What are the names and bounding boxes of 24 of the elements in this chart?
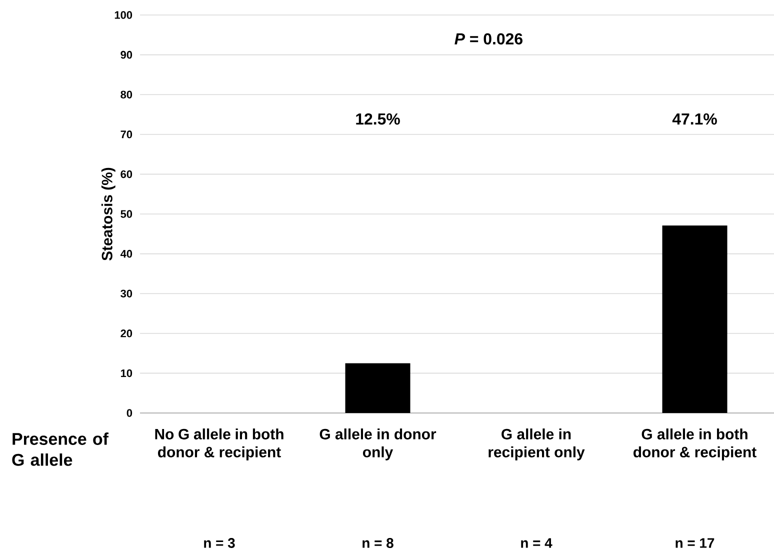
x-tick-label: G allele in recipient only — [488, 428, 585, 460]
y-tick-label: 20 — [120, 330, 132, 338]
annotation: 47.1% — [672, 113, 717, 125]
text: n = 17 — [676, 538, 714, 548]
x-tick-label: G allele in donor only — [320, 428, 436, 460]
y-tick-label: 30 — [120, 290, 132, 298]
x-tick-label: G allele in both donor & recipient — [634, 428, 756, 460]
y-tick-label: 40 — [120, 250, 132, 258]
text: n = 4 — [521, 538, 552, 548]
annotation: P = 0.026 — [454, 33, 522, 45]
y-tick-label: 60 — [120, 170, 132, 178]
y-tick-label: 70 — [120, 130, 132, 138]
x-axis-title: Presence of G allele — [12, 432, 108, 466]
annotation: 12.5% — [356, 113, 400, 125]
y-tick-label: 0 — [126, 409, 132, 417]
y-tick-label: 10 — [120, 369, 132, 378]
y-tick-label: 90 — [120, 50, 132, 59]
y-tick-label: 50 — [120, 210, 132, 218]
y-axis-title: Steatosis (%) — [101, 168, 116, 260]
y-tick-label: 80 — [120, 90, 132, 98]
y-tick-label: 100 — [114, 11, 132, 19]
text: n = 8 — [362, 538, 394, 548]
text: n = 3 — [204, 538, 235, 548]
x-tick-label: No G allele in both donor & recipient — [155, 428, 284, 460]
